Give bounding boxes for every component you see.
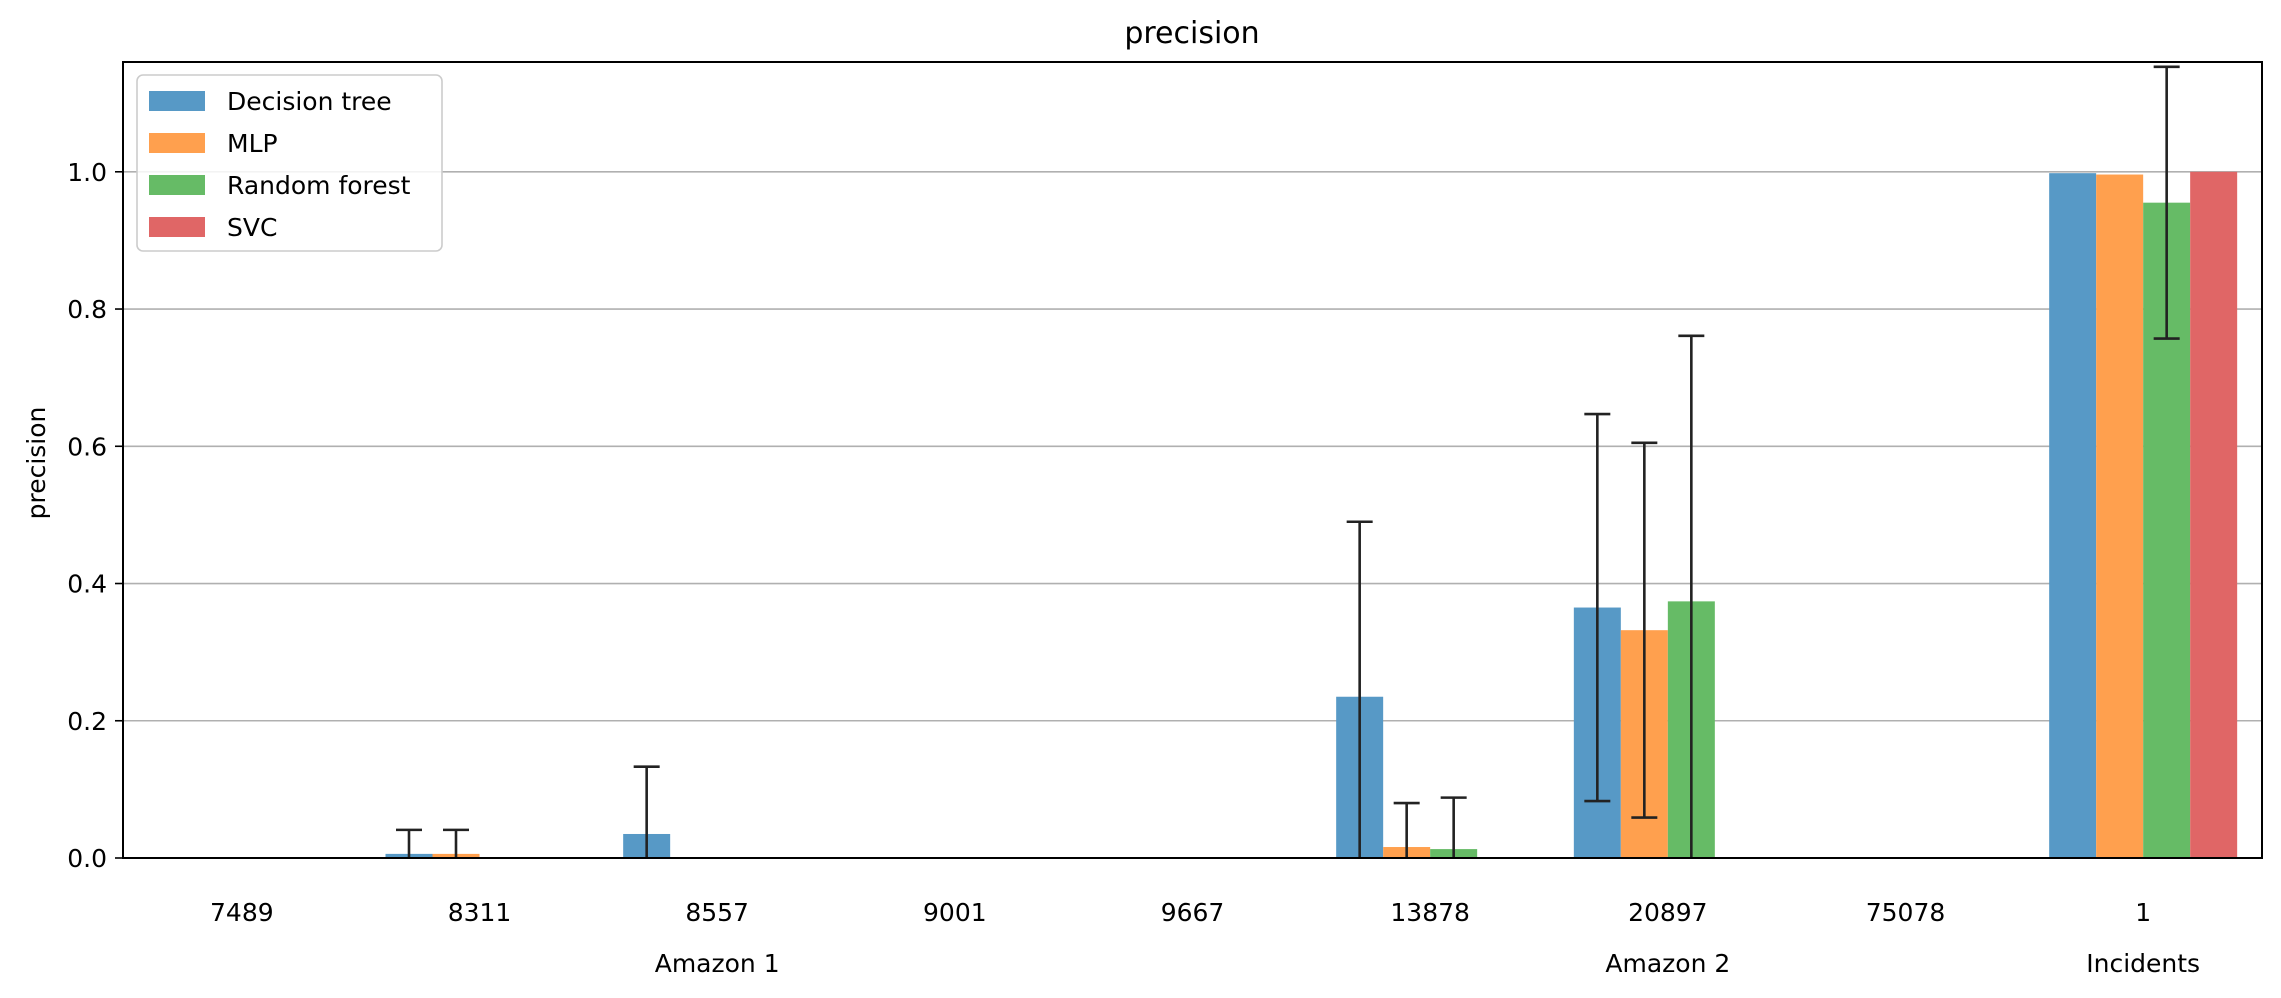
y-tick-label: 0.0 bbox=[67, 844, 107, 873]
legend-item: SVC bbox=[149, 213, 277, 242]
chart-title: precision bbox=[1124, 16, 1259, 51]
legend-label: Random forest bbox=[227, 171, 411, 200]
legend: Decision tree MLP Random forest SVC bbox=[136, 74, 443, 252]
error-bar bbox=[396, 828, 422, 858]
group-label: Incidents bbox=[2086, 949, 2200, 978]
y-tick-label: 1.0 bbox=[67, 158, 107, 187]
error-bar bbox=[1346, 520, 1373, 858]
legend-label: MLP bbox=[227, 129, 278, 158]
legend-swatch bbox=[149, 175, 205, 195]
legend-item: MLP bbox=[149, 129, 278, 158]
error-bar bbox=[1584, 412, 1611, 803]
x-tick-label: 9001 bbox=[923, 898, 987, 927]
y-tick-label: 0.2 bbox=[67, 707, 107, 736]
error-bar bbox=[1678, 334, 1705, 858]
error-bar bbox=[633, 765, 660, 858]
y-axis-title: precision bbox=[22, 407, 51, 520]
error-bar bbox=[2153, 65, 2180, 340]
legend-label: Decision tree bbox=[227, 87, 392, 116]
bars bbox=[385, 171, 2238, 859]
error-bars bbox=[396, 65, 2180, 858]
x-tick-label: 13878 bbox=[1390, 898, 1470, 927]
group-labels: Amazon 1 Amazon 2 Incidents bbox=[655, 949, 2200, 978]
error-bar bbox=[1631, 441, 1658, 819]
group-label: Amazon 1 bbox=[655, 949, 780, 978]
x-tick-label: 8557 bbox=[685, 898, 749, 927]
x-tick-label: 1 bbox=[2135, 898, 2151, 927]
legend-item: Random forest bbox=[149, 171, 411, 200]
y-ticks: 0.0 0.2 0.4 0.6 0.8 1.0 bbox=[67, 158, 123, 873]
legend-swatch bbox=[149, 217, 205, 237]
y-tick-label: 0.4 bbox=[67, 570, 107, 599]
group-label: Amazon 2 bbox=[1605, 949, 1730, 978]
gridlines bbox=[123, 170, 2262, 859]
error-bar bbox=[1440, 796, 1467, 858]
x-tick-label: 75078 bbox=[1866, 898, 1946, 927]
y-tick-label: 0.8 bbox=[67, 295, 107, 324]
x-tick-label: 8311 bbox=[448, 898, 512, 927]
plot-frame bbox=[122, 61, 2263, 859]
y-tick-label: 0.6 bbox=[67, 432, 107, 461]
bar bbox=[2049, 173, 2097, 858]
x-tick-label: 7489 bbox=[210, 898, 274, 927]
bar bbox=[2190, 171, 2238, 859]
legend-swatch bbox=[149, 91, 205, 111]
legend-swatch bbox=[149, 133, 205, 153]
legend-item: Decision tree bbox=[149, 87, 392, 116]
bar bbox=[2096, 174, 2144, 858]
x-tick-label: 20897 bbox=[1628, 898, 1708, 927]
legend-label: SVC bbox=[227, 213, 277, 242]
x-ticks: 7489 8311 8557 9001 9667 13878 20897 75078 1 bbox=[210, 898, 2151, 927]
legend-box bbox=[136, 74, 443, 252]
error-bar bbox=[1393, 801, 1420, 858]
error-bar bbox=[443, 828, 469, 858]
x-tick-label: 9667 bbox=[1161, 898, 1225, 927]
